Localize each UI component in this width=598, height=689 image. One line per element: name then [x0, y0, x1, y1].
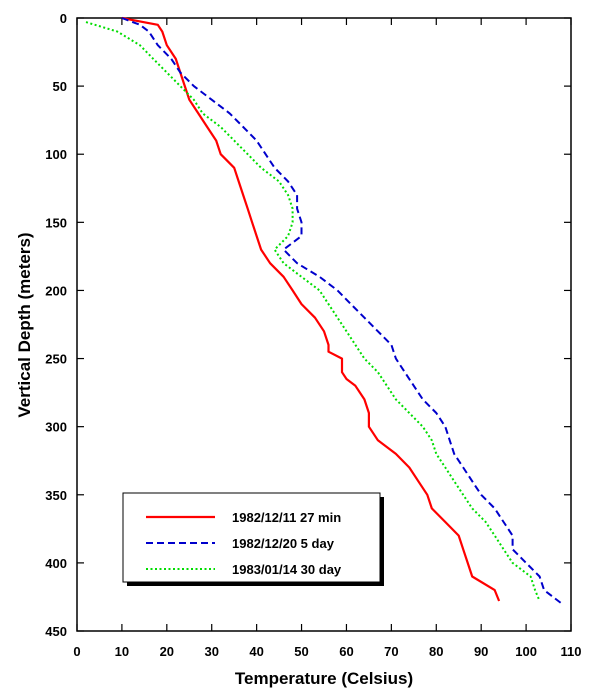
legend-box — [122, 492, 381, 583]
x-tick-label: 110 — [561, 644, 582, 659]
series-layer — [85, 16, 563, 605]
y-tick-label: 50 — [53, 79, 67, 94]
y-tick-label: 250 — [45, 352, 67, 367]
x-tick-label: 60 — [339, 644, 353, 659]
x-tick-label: 10 — [115, 644, 129, 659]
x-tick-label: 50 — [294, 644, 308, 659]
y-tick-label: 0 — [60, 11, 67, 26]
x-tick-label: 80 — [429, 644, 443, 659]
x-tick-label: 100 — [515, 644, 537, 659]
y-tick-label: 350 — [45, 488, 67, 503]
x-tick-label: 0 — [73, 644, 80, 659]
series-line-1 — [121, 16, 501, 602]
x-tick-label: 70 — [384, 644, 398, 659]
x-tick-label: 20 — [160, 644, 174, 659]
y-tick-label: 200 — [45, 283, 67, 298]
series-line-3 — [85, 21, 541, 602]
series-line-2 — [121, 17, 563, 605]
x-tick-label: 30 — [204, 644, 218, 659]
y-axis: 0 50 100 150 200 250 300 350 400 450 — [45, 11, 571, 639]
y-axis-title: Vertical Depth (meters) — [15, 232, 34, 417]
x-tick-label: 90 — [474, 644, 488, 659]
y-tick-label: 100 — [45, 147, 67, 162]
legend-label-1: 1982/12/11 27 min — [232, 510, 341, 525]
x-axis: 0 10 20 30 40 50 60 70 80 90 100 110 — [73, 18, 581, 659]
legend-label-3: 1983/01/14 30 day — [232, 562, 342, 577]
y-tick-label: 150 — [45, 215, 67, 230]
x-tick-label: 40 — [249, 644, 263, 659]
y-tick-label: 300 — [45, 420, 67, 435]
legend: 1982/12/11 27 min 1982/12/20 5 day 1983/01… — [122, 492, 384, 586]
y-tick-label: 400 — [45, 556, 67, 571]
x-axis-title: Temperature (Celsius) — [235, 669, 413, 688]
legend-label-2: 1982/12/20 5 day — [232, 536, 335, 551]
y-tick-label: 450 — [45, 624, 67, 639]
